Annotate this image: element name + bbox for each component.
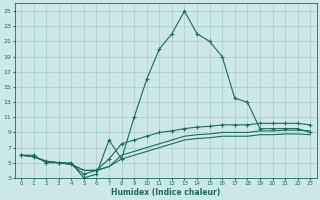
- X-axis label: Humidex (Indice chaleur): Humidex (Indice chaleur): [111, 188, 220, 197]
